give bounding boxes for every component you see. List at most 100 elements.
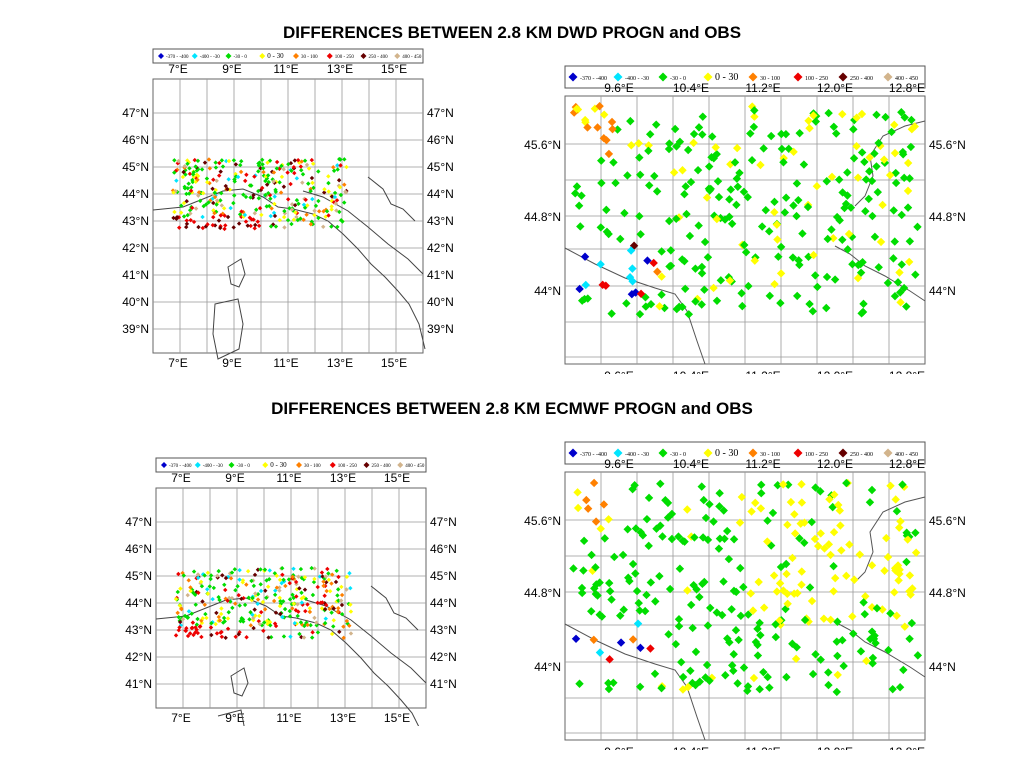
station-marker xyxy=(329,631,335,637)
station-marker xyxy=(191,569,197,574)
station-marker xyxy=(241,619,246,624)
station-marker xyxy=(326,180,331,186)
station-marker xyxy=(598,280,607,290)
station-marker xyxy=(628,559,638,569)
station-marker xyxy=(827,225,836,234)
station-marker xyxy=(843,245,852,254)
lon-tick-label: 9°E xyxy=(225,471,244,485)
station-marker xyxy=(195,616,200,622)
station-marker xyxy=(281,184,287,189)
lat-tick-label: 42°N xyxy=(125,650,152,664)
legend-marker xyxy=(191,53,198,59)
station-marker xyxy=(210,186,215,191)
legend-marker xyxy=(883,72,893,82)
lon-tick-label: 13°E xyxy=(330,471,356,485)
legend-marker xyxy=(394,53,401,59)
station-marker xyxy=(239,616,244,621)
station-marker xyxy=(177,619,183,625)
station-marker xyxy=(219,203,225,208)
station-marker xyxy=(268,213,273,219)
station-marker xyxy=(674,622,684,631)
lat-tick-label: 47°N xyxy=(125,515,152,529)
station-marker xyxy=(776,620,785,629)
station-marker xyxy=(179,203,184,208)
station-marker xyxy=(174,214,180,220)
station-marker xyxy=(185,158,190,163)
station-marker xyxy=(878,200,887,210)
station-marker xyxy=(779,158,788,167)
station-marker xyxy=(308,222,314,227)
station-marker xyxy=(824,108,833,118)
station-marker xyxy=(329,194,335,199)
legend-marker xyxy=(296,462,302,468)
station-marker xyxy=(867,561,877,570)
station-marker xyxy=(829,561,838,571)
station-marker xyxy=(196,575,201,581)
station-marker xyxy=(773,235,782,244)
station-marker xyxy=(651,120,661,129)
station-marker xyxy=(331,165,336,170)
legend-marker xyxy=(793,72,803,82)
station-marker xyxy=(203,224,209,229)
station-marker xyxy=(317,574,323,579)
station-marker xyxy=(235,584,240,589)
lon-tick-label: 13°E xyxy=(327,356,353,370)
station-marker xyxy=(174,178,179,183)
station-marker xyxy=(304,162,310,168)
station-marker xyxy=(880,566,889,575)
legend-marker xyxy=(259,53,266,59)
station-marker xyxy=(219,158,225,163)
station-marker xyxy=(322,593,327,598)
lat-tick-label: 40°N xyxy=(427,295,454,309)
station-marker xyxy=(860,157,869,167)
station-marker xyxy=(623,171,632,180)
station-marker xyxy=(205,180,210,185)
station-marker xyxy=(734,635,743,645)
station-marker xyxy=(255,601,260,607)
legend-label: 0 - 30 xyxy=(267,52,284,60)
station-marker xyxy=(823,234,832,244)
station-marker xyxy=(616,234,625,244)
station-marker xyxy=(624,573,633,582)
station-marker xyxy=(907,125,917,134)
station-marker xyxy=(337,156,342,162)
station-marker xyxy=(737,289,746,298)
lat-tick-label: 46°N xyxy=(430,542,457,556)
station-marker xyxy=(217,173,222,178)
station-marker xyxy=(272,201,277,207)
station-marker xyxy=(300,180,305,185)
station-marker xyxy=(890,120,899,130)
legend-label: 400 - 450 xyxy=(405,464,425,469)
station-marker xyxy=(800,538,809,547)
station-marker xyxy=(232,177,237,182)
station-marker xyxy=(211,208,216,213)
station-marker xyxy=(217,618,223,623)
station-marker xyxy=(233,601,238,606)
station-marker xyxy=(260,157,265,163)
station-marker xyxy=(672,214,681,224)
station-marker xyxy=(678,685,688,694)
station-marker xyxy=(346,601,351,607)
station-marker xyxy=(195,173,201,179)
station-marker xyxy=(607,309,616,318)
station-marker xyxy=(737,492,747,502)
station-marker xyxy=(840,203,849,213)
station-marker xyxy=(788,553,797,563)
lon-tick-label: 11.2°E xyxy=(745,745,780,750)
station-marker xyxy=(272,213,278,219)
station-marker xyxy=(766,131,776,141)
station-marker xyxy=(680,284,690,293)
station-marker xyxy=(747,155,757,165)
station-marker xyxy=(211,200,216,206)
station-marker xyxy=(292,203,298,208)
station-marker xyxy=(329,224,334,229)
lat-tick-label: 43°N xyxy=(427,214,454,228)
station-marker xyxy=(241,192,246,197)
station-marker xyxy=(299,159,304,164)
station-marker xyxy=(196,193,201,198)
station-marker xyxy=(322,620,328,626)
lon-tick-label: 9.6°E xyxy=(604,81,633,95)
lon-tick-label: 12.0°E xyxy=(817,81,853,95)
station-marker xyxy=(853,173,863,182)
station-marker xyxy=(645,130,655,139)
